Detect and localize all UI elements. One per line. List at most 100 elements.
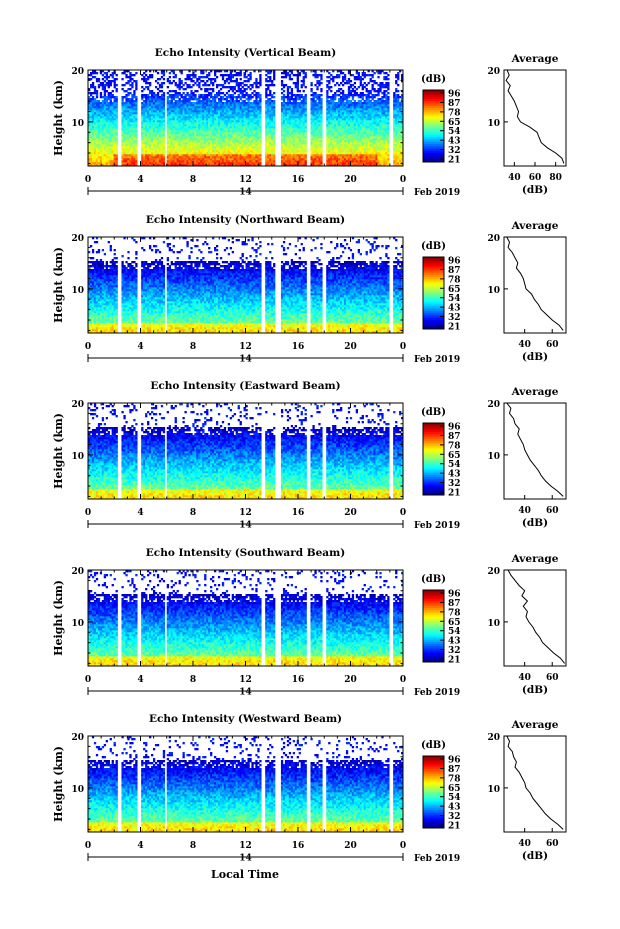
heatmap-cell: [121, 162, 123, 164]
heatmap-cell: [184, 98, 186, 100]
heatmap-cell: [293, 120, 295, 122]
heatmap-cell: [247, 110, 249, 112]
heatmap-cell: [342, 78, 344, 80]
heatmap-cell: [110, 122, 112, 124]
heatmap-cell: [356, 146, 358, 148]
heatmap-cell: [192, 106, 194, 108]
heatmap-cell: [147, 102, 149, 104]
heatmap-cell: [299, 120, 301, 122]
heatmap-cell: [320, 112, 322, 114]
heatmap-cell: [232, 106, 234, 108]
heatmap-cell: [110, 158, 112, 160]
heatmap-cell: [281, 158, 283, 160]
heatmap-cell: [265, 138, 267, 140]
heatmap-cell: [222, 84, 224, 86]
heatmap-cell: [214, 80, 216, 82]
heatmap-cell: [346, 94, 348, 96]
heatmap-cell: [100, 104, 102, 106]
heatmap-cell: [149, 144, 151, 146]
heatmap-cell: [96, 130, 98, 132]
heatmap-cell: [356, 152, 358, 154]
heatmap-cell: [287, 128, 289, 130]
heatmap-cell: [206, 114, 208, 116]
heatmap-cell: [204, 96, 206, 98]
heatmap-cell: [104, 90, 106, 92]
heatmap-cell: [334, 122, 336, 124]
heatmap-cell: [131, 118, 133, 120]
heatmap-cell: [251, 146, 253, 148]
heatmap-cell: [157, 96, 159, 98]
heatmap-cell: [202, 94, 204, 96]
heatmap-cell: [98, 122, 100, 124]
heatmap-cell: [340, 122, 342, 124]
heatmap-cell: [145, 144, 147, 146]
heatmap-cell: [175, 110, 177, 112]
heatmap-cell: [183, 106, 185, 108]
heatmap-cell: [179, 112, 181, 114]
heatmap-cell: [104, 98, 106, 100]
heatmap-cell: [104, 92, 106, 94]
heatmap-cell: [196, 150, 198, 152]
heatmap-cell: [297, 152, 299, 154]
heatmap-cell: [177, 120, 179, 122]
heatmap-cell: [344, 154, 346, 156]
heatmap-cell: [232, 110, 234, 112]
heatmap-cell: [230, 140, 232, 142]
heatmap-cell: [259, 78, 261, 80]
heatmap-cell: [350, 138, 352, 140]
heatmap-cell: [102, 118, 104, 120]
heatmap-cell: [104, 130, 106, 132]
heatmap-cell: [251, 86, 253, 88]
heatmap-cell: [240, 146, 242, 148]
heatmap-cell: [121, 72, 123, 74]
heatmap-cell: [183, 150, 185, 152]
heatmap-cell: [198, 162, 200, 164]
heatmap-cell: [222, 74, 224, 76]
heatmap-cell: [208, 88, 210, 90]
heatmap-cell: [112, 76, 114, 78]
heatmap-cell: [249, 158, 251, 160]
heatmap-cell: [202, 152, 204, 154]
heatmap-cell: [104, 84, 106, 86]
heatmap-cell: [143, 116, 145, 118]
heatmap-cell: [184, 138, 186, 140]
heatmap-cell: [342, 120, 344, 122]
heatmap-cell: [92, 154, 94, 156]
heatmap-cell: [179, 150, 181, 152]
heatmap-cell: [348, 138, 350, 140]
heatmap-cell: [171, 138, 173, 140]
heatmap-cell: [175, 138, 177, 140]
heatmap-cell: [98, 124, 100, 126]
heatmap-cell: [188, 134, 190, 136]
heatmap-cell: [149, 126, 151, 128]
heatmap-cell: [190, 120, 192, 122]
heatmap-cell: [242, 94, 244, 96]
heatmap-cell: [125, 150, 127, 152]
heatmap-cell: [108, 156, 110, 158]
heatmap-cell: [224, 116, 226, 118]
heatmap-cell: [106, 108, 108, 110]
heatmap-cell: [338, 132, 340, 134]
heatmap-cell: [147, 76, 149, 78]
heatmap-cell: [289, 100, 291, 102]
heatmap-cell: [94, 158, 96, 160]
heatmap-cell: [210, 118, 212, 120]
heatmap-cell: [328, 156, 330, 158]
heatmap-cell: [303, 130, 305, 132]
heatmap-cell: [328, 148, 330, 150]
heatmap-cell: [183, 120, 185, 122]
heatmap-cell: [342, 138, 344, 140]
heatmap-cell: [188, 140, 190, 142]
heatmap-cell: [212, 90, 214, 92]
heatmap-cell: [121, 88, 123, 90]
heatmap-cell: [312, 118, 314, 120]
heatmap-cell: [342, 98, 344, 100]
heatmap-cell: [169, 72, 171, 74]
heatmap-cell: [173, 144, 175, 146]
heatmap-cell: [96, 94, 98, 96]
heatmap-cell: [230, 76, 232, 78]
heatmap-cell: [206, 116, 208, 118]
heatmap-cell: [238, 124, 240, 126]
heatmap-cell: [104, 124, 106, 126]
heatmap-cell: [332, 114, 334, 116]
